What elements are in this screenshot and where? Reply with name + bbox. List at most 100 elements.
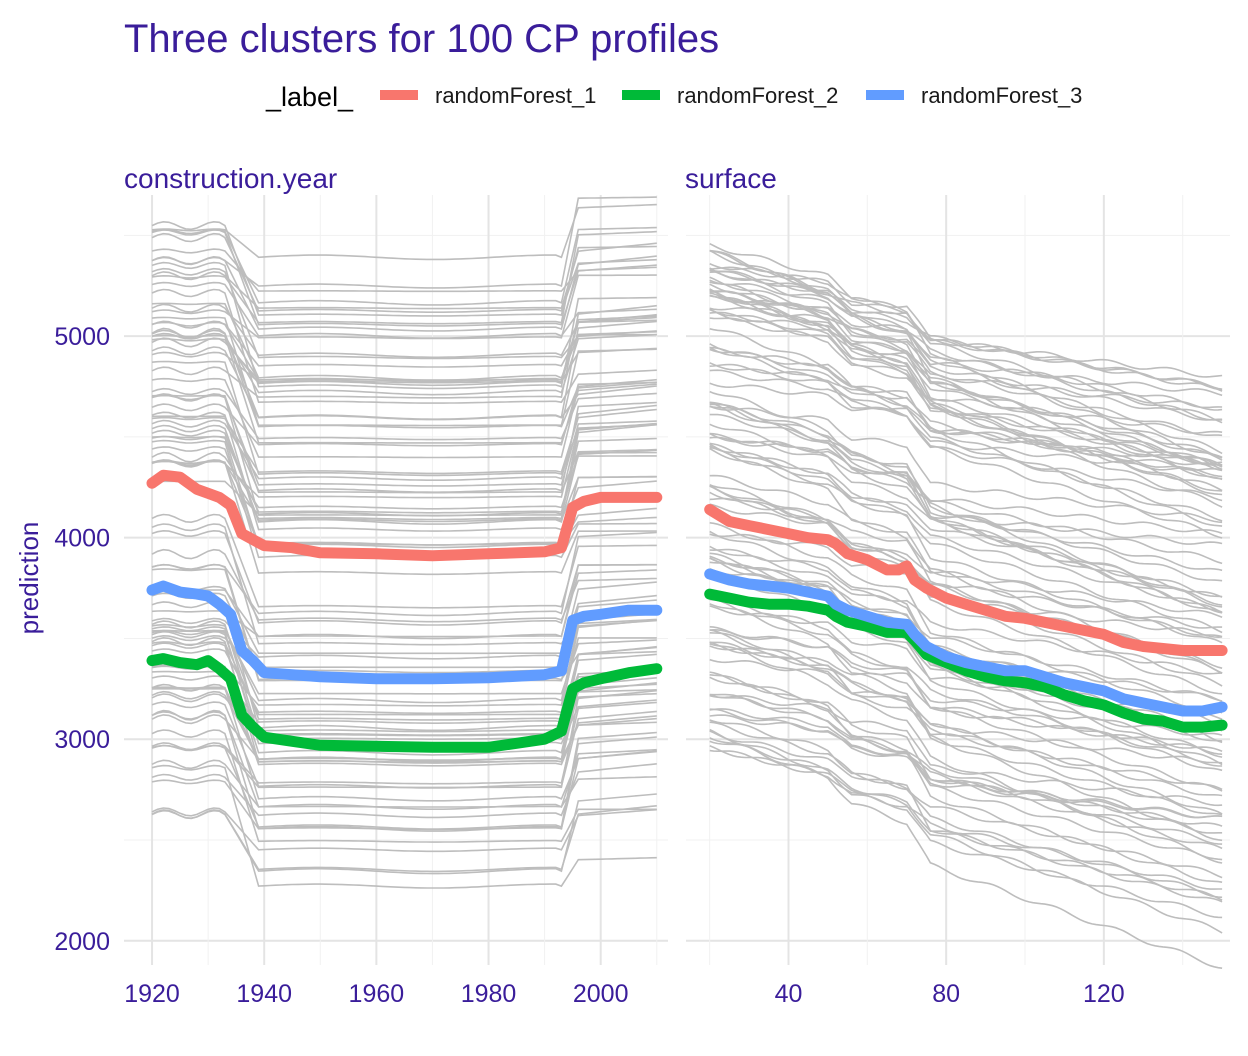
y-tick-label-5000: 5000 xyxy=(54,323,110,351)
background-profile-line xyxy=(709,641,1223,792)
background-profile-line xyxy=(709,270,1223,409)
background-profile-line xyxy=(709,749,1223,890)
y-tick-label-2000: 2000 xyxy=(54,928,110,956)
background-profile-line xyxy=(709,548,1223,675)
x-tick-label-1980: 1980 xyxy=(461,980,517,1008)
x-tick-label-1940: 1940 xyxy=(236,980,292,1008)
background-profile-line xyxy=(151,232,657,313)
legend-label-randomforest-1: randomForest_1 xyxy=(435,83,596,108)
background-profile-line xyxy=(709,250,1223,459)
legend-entry-randomforest-1: randomForest_1 xyxy=(380,83,596,108)
background-profile-line xyxy=(709,288,1223,508)
x-tick-label-40: 40 xyxy=(775,980,803,1008)
background-profile-line xyxy=(151,360,657,477)
background-profile-line xyxy=(709,745,1223,901)
background-profile-line xyxy=(709,362,1223,502)
background-profile-line xyxy=(151,764,657,889)
background-profile-line xyxy=(151,531,657,617)
x-tick-label-1960: 1960 xyxy=(349,980,405,1008)
background-profile-line xyxy=(709,328,1223,527)
background-profile-line xyxy=(709,436,1223,545)
background-profile-line xyxy=(709,730,1223,879)
panel-surface: surface 40 80 120 xyxy=(685,163,1230,1008)
background-profile-line xyxy=(709,671,1223,850)
background-profile-line xyxy=(151,807,657,853)
background-profile-line xyxy=(709,311,1223,434)
panel-strip-construction-year: construction.year xyxy=(124,163,337,194)
background-profile-line xyxy=(151,320,657,420)
series-line-randomforest-3 xyxy=(146,580,663,685)
background-profile-line xyxy=(709,557,1223,758)
background-profile-line xyxy=(709,369,1223,471)
background-profile-line xyxy=(709,484,1223,695)
background-profile-line xyxy=(151,548,657,623)
cluster-series-surface xyxy=(704,504,1228,733)
background-profile-line xyxy=(151,332,657,444)
x-tick-label-2000: 2000 xyxy=(573,980,629,1008)
y-tick-label-4000: 4000 xyxy=(54,525,110,553)
background-profile-line xyxy=(709,629,1223,815)
background-profile-line xyxy=(709,708,1223,819)
background-profile-line xyxy=(151,248,657,293)
background-profile-line xyxy=(151,630,657,740)
background-profile-line xyxy=(151,255,657,332)
background-profile-line xyxy=(151,196,657,289)
background-profile-line xyxy=(709,447,1223,674)
background-profile-line xyxy=(151,303,657,359)
background-profile-line xyxy=(709,308,1223,472)
background-profile-line xyxy=(709,740,1223,919)
background-profile-line xyxy=(151,424,657,525)
background-profile-line xyxy=(151,714,657,761)
background-profile-line xyxy=(151,281,657,339)
background-profile-line xyxy=(709,643,1223,861)
background-profile-line xyxy=(151,302,657,381)
background-profile-line xyxy=(151,435,657,514)
background-profile-line xyxy=(709,503,1223,619)
legend-entry-randomforest-3: randomForest_3 xyxy=(866,83,1082,108)
background-profile-line xyxy=(709,728,1223,934)
chart-title: Three clusters for 100 CP profiles xyxy=(124,17,719,61)
background-profile-line xyxy=(709,474,1223,638)
x-tick-label-1920: 1920 xyxy=(124,980,180,1008)
series-line-randomforest-3 xyxy=(704,568,1228,717)
background-profile-line xyxy=(151,381,657,447)
x-tick-label-80: 80 xyxy=(932,980,960,1008)
x-axis-ticks-construction-year: 1920 1940 1960 1980 2000 xyxy=(124,980,628,1008)
panel-construction-year: construction.year 1920 1940 1960 1980 2000 xyxy=(124,163,668,1008)
background-profile-line xyxy=(151,460,657,546)
background-profile-line xyxy=(709,714,1223,819)
background-profile-line xyxy=(709,572,1223,772)
background-profile-line xyxy=(709,445,1223,614)
series-line-randomforest-2 xyxy=(704,588,1228,733)
background-profile-line xyxy=(709,306,1223,411)
legend: _label_ randomForest_1 randomForest_2 rand… xyxy=(265,82,1082,112)
x-axis-ticks-surface: 40 80 120 xyxy=(775,980,1125,1008)
background-profile-line xyxy=(151,701,657,785)
series-line-randomforest-2 xyxy=(146,653,663,753)
background-profile-line xyxy=(709,598,1223,764)
legend-label-randomforest-2: randomForest_2 xyxy=(677,83,838,108)
background-profile-line xyxy=(709,432,1223,565)
background-profile-line xyxy=(709,266,1223,378)
background-profile-line xyxy=(709,290,1223,421)
grid-surface xyxy=(686,195,1230,965)
background-profile-line xyxy=(151,729,657,843)
background-profile-line xyxy=(151,274,657,340)
background-profile-line xyxy=(151,763,657,819)
x-tick-label-120: 120 xyxy=(1083,980,1125,1008)
background-profile-line xyxy=(151,692,657,789)
background-profile-line xyxy=(151,347,657,384)
background-profile-line xyxy=(151,393,657,517)
background-profile-line xyxy=(709,522,1223,714)
background-profile-line xyxy=(709,343,1223,522)
background-profile-line xyxy=(151,529,657,626)
background-profile-line xyxy=(709,632,1223,816)
background-profile-line xyxy=(709,442,1223,598)
background-profile-line xyxy=(151,387,657,441)
background-profile-line xyxy=(709,603,1223,842)
legend-entry-randomforest-2: randomForest_2 xyxy=(622,83,838,108)
background-profile-line xyxy=(709,308,1223,468)
y-tick-label-3000: 3000 xyxy=(54,726,110,754)
cluster-series-construction-year xyxy=(146,469,663,753)
